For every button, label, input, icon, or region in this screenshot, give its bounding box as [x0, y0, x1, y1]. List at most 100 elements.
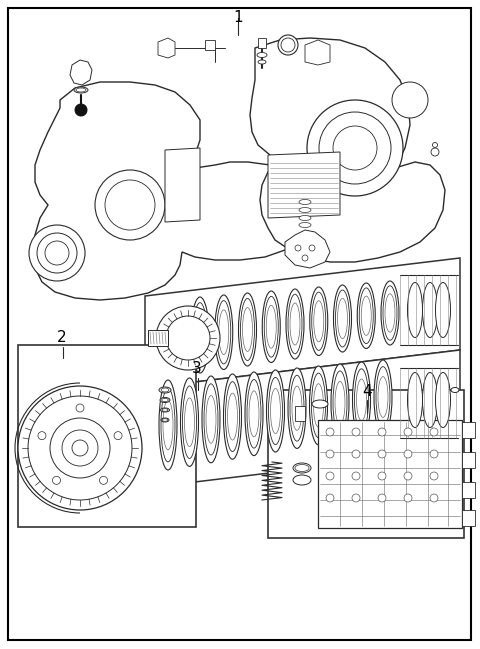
- Polygon shape: [250, 38, 445, 262]
- Polygon shape: [145, 258, 460, 388]
- Circle shape: [45, 241, 69, 265]
- Ellipse shape: [266, 305, 276, 349]
- Bar: [268, 390, 464, 538]
- Ellipse shape: [266, 370, 285, 452]
- Ellipse shape: [258, 60, 266, 64]
- Ellipse shape: [381, 281, 399, 345]
- Circle shape: [72, 440, 88, 456]
- Ellipse shape: [257, 53, 267, 58]
- Ellipse shape: [206, 395, 216, 443]
- Ellipse shape: [337, 299, 348, 339]
- Ellipse shape: [245, 372, 263, 456]
- Ellipse shape: [224, 374, 241, 459]
- Polygon shape: [462, 482, 475, 498]
- Ellipse shape: [312, 292, 326, 350]
- Ellipse shape: [299, 208, 311, 212]
- Ellipse shape: [228, 393, 238, 440]
- Circle shape: [326, 494, 334, 502]
- Circle shape: [430, 472, 438, 480]
- Polygon shape: [268, 152, 340, 218]
- Ellipse shape: [290, 303, 300, 345]
- Circle shape: [430, 450, 438, 458]
- Ellipse shape: [288, 368, 306, 448]
- Ellipse shape: [385, 294, 395, 332]
- Circle shape: [333, 126, 377, 170]
- Ellipse shape: [310, 287, 328, 356]
- Ellipse shape: [336, 290, 349, 347]
- Ellipse shape: [422, 282, 437, 337]
- Circle shape: [95, 170, 165, 240]
- Circle shape: [75, 104, 87, 116]
- Ellipse shape: [162, 398, 168, 402]
- Polygon shape: [318, 420, 462, 528]
- Ellipse shape: [163, 400, 173, 450]
- Circle shape: [166, 316, 210, 360]
- Circle shape: [307, 100, 403, 196]
- Ellipse shape: [431, 148, 439, 156]
- Circle shape: [37, 233, 77, 273]
- Ellipse shape: [299, 215, 311, 221]
- Ellipse shape: [295, 465, 309, 472]
- Ellipse shape: [271, 389, 280, 434]
- Ellipse shape: [161, 418, 169, 422]
- Ellipse shape: [313, 384, 324, 427]
- Circle shape: [62, 430, 98, 466]
- Circle shape: [430, 428, 438, 436]
- Ellipse shape: [357, 379, 367, 421]
- Bar: [205, 40, 215, 50]
- Ellipse shape: [74, 87, 88, 93]
- Polygon shape: [285, 230, 330, 268]
- Polygon shape: [148, 330, 168, 346]
- Text: 3: 3: [192, 361, 202, 376]
- Circle shape: [50, 418, 110, 478]
- Polygon shape: [462, 452, 475, 468]
- Ellipse shape: [290, 375, 304, 441]
- Circle shape: [326, 472, 334, 480]
- Bar: [295, 406, 305, 421]
- Polygon shape: [158, 38, 175, 58]
- Circle shape: [319, 112, 391, 184]
- Circle shape: [295, 245, 301, 251]
- Circle shape: [38, 432, 46, 439]
- Ellipse shape: [193, 302, 207, 367]
- Ellipse shape: [249, 391, 259, 437]
- Circle shape: [352, 494, 360, 502]
- Text: 2: 2: [57, 330, 67, 345]
- Ellipse shape: [239, 293, 256, 366]
- Ellipse shape: [202, 376, 220, 463]
- Ellipse shape: [374, 360, 392, 434]
- Ellipse shape: [312, 373, 325, 437]
- Ellipse shape: [408, 373, 422, 428]
- Ellipse shape: [288, 294, 302, 354]
- Ellipse shape: [361, 296, 371, 336]
- Ellipse shape: [281, 38, 295, 52]
- Ellipse shape: [293, 475, 311, 485]
- Ellipse shape: [159, 380, 177, 470]
- Ellipse shape: [278, 35, 298, 55]
- Circle shape: [52, 476, 60, 484]
- Ellipse shape: [314, 300, 324, 342]
- Ellipse shape: [299, 199, 311, 204]
- Ellipse shape: [286, 289, 304, 359]
- Ellipse shape: [184, 398, 194, 447]
- Ellipse shape: [264, 297, 278, 357]
- Polygon shape: [165, 148, 200, 222]
- Ellipse shape: [334, 285, 351, 352]
- Ellipse shape: [242, 308, 252, 351]
- Ellipse shape: [435, 282, 451, 337]
- Ellipse shape: [310, 366, 327, 445]
- Circle shape: [378, 450, 386, 458]
- Ellipse shape: [262, 291, 280, 363]
- Ellipse shape: [247, 380, 261, 448]
- Ellipse shape: [432, 143, 437, 147]
- Ellipse shape: [240, 299, 254, 361]
- Circle shape: [156, 306, 220, 370]
- Polygon shape: [70, 60, 92, 85]
- Circle shape: [326, 428, 334, 436]
- Ellipse shape: [293, 463, 311, 473]
- Polygon shape: [462, 422, 475, 438]
- Ellipse shape: [355, 369, 369, 431]
- Circle shape: [105, 180, 155, 230]
- Bar: [258, 38, 266, 48]
- Ellipse shape: [191, 297, 209, 373]
